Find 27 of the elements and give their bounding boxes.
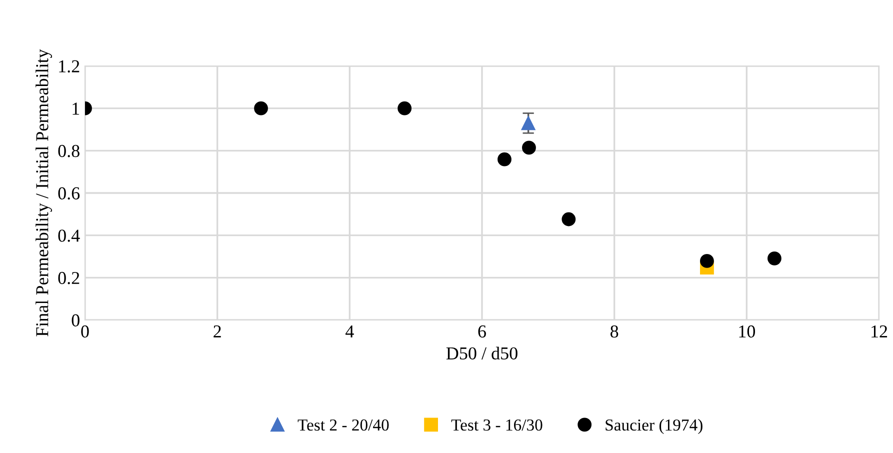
x-tick-label: 0 xyxy=(81,325,89,338)
point xyxy=(498,152,512,166)
y-tick-label: 1.2 xyxy=(59,60,80,73)
legend-label: Saucier (1974) xyxy=(606,418,702,434)
legend-label: Test 2 - 20/40 xyxy=(298,419,389,431)
x-tick-label: 8 xyxy=(610,325,618,338)
point xyxy=(398,101,412,116)
point xyxy=(254,101,268,116)
y-tick-label: 0.8 xyxy=(58,144,80,158)
point xyxy=(768,251,782,266)
y-tick-label: 0 xyxy=(72,314,80,326)
y-tick-label: 0.4 xyxy=(58,230,80,242)
y-tick-label: 1 xyxy=(72,102,80,115)
x-tick-label: 6 xyxy=(478,325,486,338)
point xyxy=(522,140,536,155)
y-tick-label: 0.2 xyxy=(58,272,80,284)
legend-label: Test 3 - 16/30 xyxy=(451,419,542,431)
point xyxy=(700,254,714,268)
x-tick-label: 2 xyxy=(214,325,221,338)
x-tick-label: 12 xyxy=(872,325,888,338)
x-axis-title: D50 / d50 xyxy=(446,346,518,360)
point xyxy=(521,116,536,130)
point xyxy=(562,212,576,226)
y-axis-title: Final Permeability / Initial Permeability xyxy=(36,49,52,336)
x-tick-label: 10 xyxy=(739,325,756,338)
x-tick-label: 4 xyxy=(346,326,354,338)
y-tick-label: 0.6 xyxy=(58,187,80,200)
